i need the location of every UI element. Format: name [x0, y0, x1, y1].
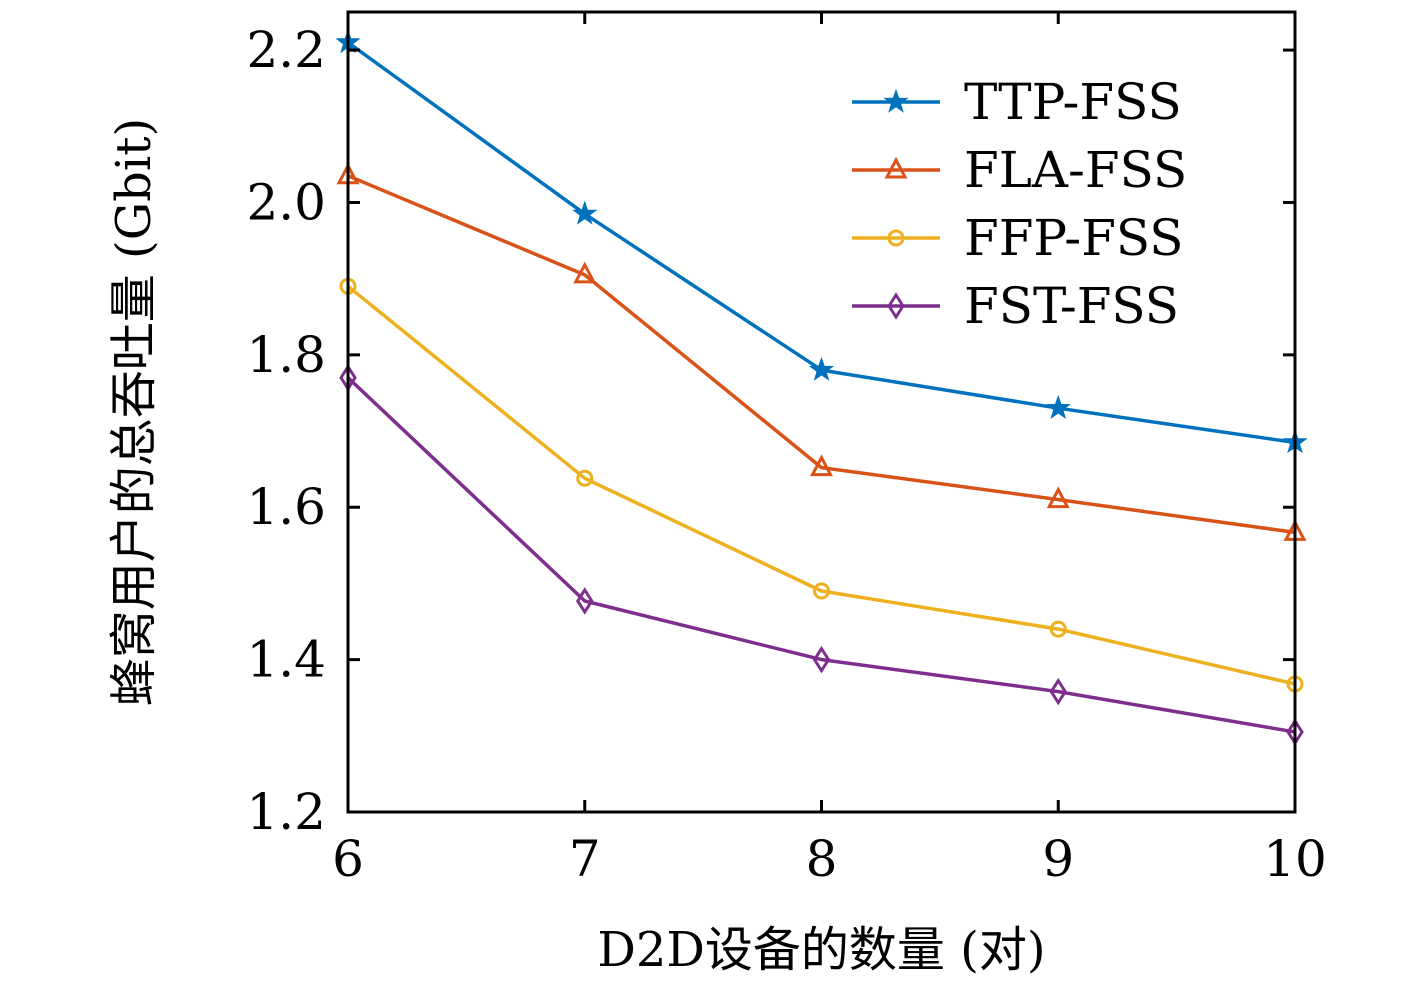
y-tick-label: 1.6: [246, 478, 326, 536]
legend-label: TTP-FSS: [964, 73, 1182, 131]
data-point: [813, 582, 830, 600]
y-tick-label: 2.2: [246, 21, 326, 79]
y-tick-label: 1.4: [246, 631, 326, 689]
legend-marker: [884, 156, 908, 179]
legend-marker: [883, 88, 909, 113]
data-point: [572, 200, 598, 225]
data-point: [808, 356, 835, 381]
legend-label: FST-FSS: [964, 277, 1179, 335]
y-tick-label: 1.2: [246, 783, 326, 841]
x-axis-label: D2D设备的数量 (对): [597, 922, 1045, 978]
legend-entry: FFP-FSS: [852, 209, 1184, 267]
x-tick-label: 10: [1263, 830, 1327, 888]
data-point: [575, 587, 594, 615]
data-point: [1046, 486, 1070, 509]
data-point: [576, 469, 594, 487]
data-point: [810, 454, 833, 477]
x-tick-label: 7: [569, 830, 601, 888]
x-tick-label: 9: [1042, 830, 1074, 888]
legend-entry: FST-FSS: [852, 277, 1179, 335]
legend-entry: FLA-FSS: [852, 141, 1187, 199]
legend-label: FLA-FSS: [964, 141, 1187, 199]
legend-marker: [887, 229, 905, 247]
series-line: [347, 174, 1296, 535]
y-tick-label: 2.0: [246, 173, 326, 231]
x-tick-label: 8: [806, 830, 838, 888]
series-fla-fss: [336, 162, 1307, 541]
data-point: [1045, 394, 1071, 419]
y-axis-label: 蜂窝用户的总吞吐量 (Gbit): [106, 118, 162, 706]
data-point: [1049, 620, 1067, 638]
data-point: [573, 261, 597, 284]
series-line: [346, 376, 1296, 734]
x-tick-label: 6: [332, 830, 364, 888]
axes-layer: 6 7 8 9 10 1.2 1.4 1.6 1.8 2.0 2.2: [246, 10, 1327, 888]
data-point: [812, 645, 831, 674]
legend-marker: [887, 292, 905, 320]
series-line: [346, 284, 1296, 686]
legend-label: FFP-FSS: [964, 209, 1184, 267]
legend-entry: TTP-FSS: [852, 73, 1182, 131]
data-point: [1049, 677, 1068, 706]
plot-background: [348, 12, 1295, 812]
plot-area: [348, 12, 1295, 812]
y-tick-label: 1.8: [246, 326, 326, 384]
legend: TTP-FSS FLA-FSS FFP-FSS FST-FSS: [852, 73, 1187, 335]
